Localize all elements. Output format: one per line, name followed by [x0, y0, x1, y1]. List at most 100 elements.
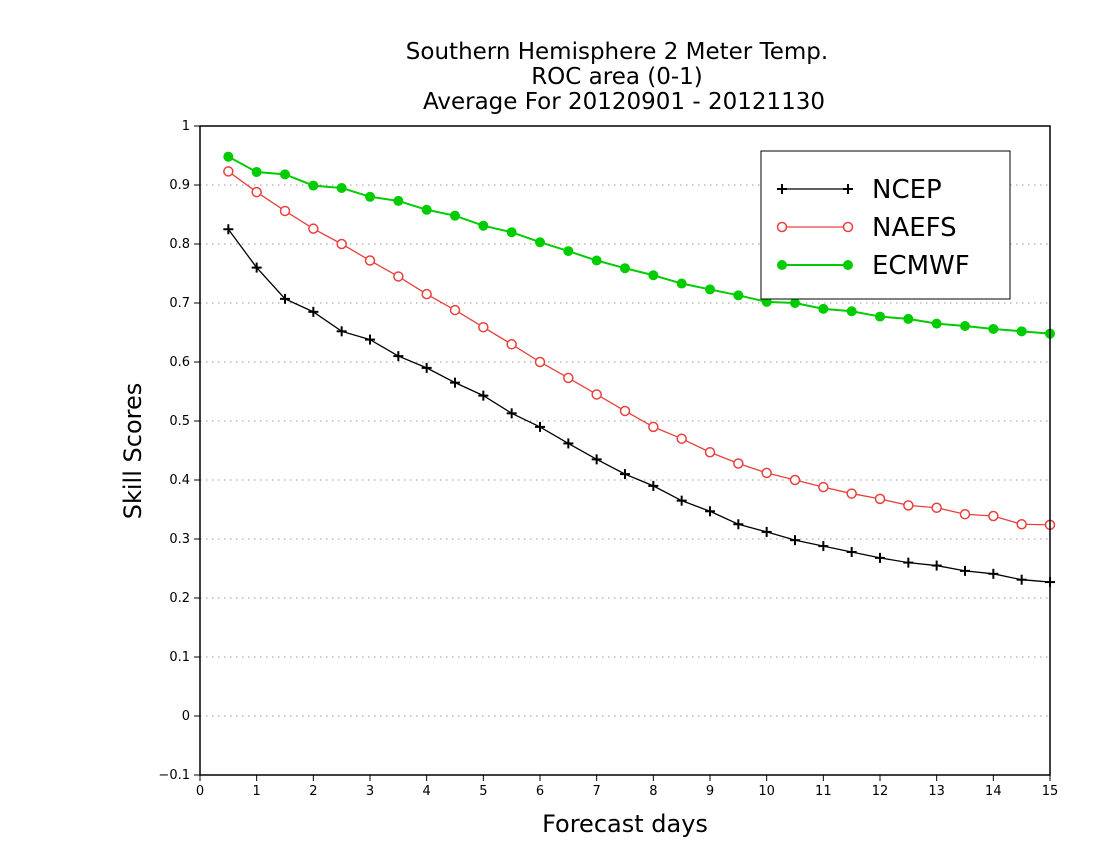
data-point-ncep — [450, 377, 460, 388]
data-point-ecmwf — [620, 263, 630, 274]
series-naefs — [223, 166, 1056, 531]
data-point-naefs — [449, 304, 461, 316]
chart-title-line-3: Average For 20120901 - 20121130 — [423, 89, 825, 115]
data-point-naefs — [591, 389, 602, 400]
x-tick-label: 13 — [928, 784, 945, 799]
data-point-ncep — [223, 224, 234, 235]
data-point-ecmwf — [733, 290, 744, 301]
x-tick-label: 3 — [366, 784, 374, 799]
data-point-naefs — [336, 238, 347, 250]
x-tick-label: 6 — [536, 784, 544, 799]
data-point-ecmwf — [223, 151, 234, 162]
legend-label-ncep: NCEP — [872, 175, 942, 205]
x-tick-label: 8 — [649, 784, 657, 799]
data-point-ncep — [365, 334, 375, 345]
chart-title-line-1: Southern Hemisphere 2 Meter Temp. — [406, 39, 828, 65]
data-point-ecmwf — [393, 195, 404, 206]
x-tick-label: 5 — [479, 784, 487, 799]
data-point-ecmwf — [988, 323, 999, 334]
data-point-ecmwf — [591, 255, 602, 266]
y-tick-label: 0.5 — [169, 414, 190, 429]
legend-marker-naefs — [842, 221, 854, 233]
data-point-naefs — [279, 205, 291, 217]
data-point-naefs — [648, 421, 659, 433]
data-point-ecmwf — [1016, 326, 1027, 337]
data-point-naefs — [676, 433, 687, 444]
data-point-naefs — [733, 458, 744, 469]
data-point-naefs — [534, 356, 546, 368]
data-point-naefs — [874, 493, 886, 505]
x-axis-label: Forecast days — [542, 810, 708, 838]
data-point-ecmwf — [790, 298, 800, 308]
data-point-naefs — [818, 481, 829, 493]
data-point-naefs — [761, 467, 772, 479]
y-tick-label: −0.1 — [158, 768, 190, 783]
x-tick-label: 7 — [593, 784, 601, 799]
data-point-ecmwf — [931, 318, 942, 329]
data-point-ecmwf — [365, 191, 375, 202]
legend-marker-ecmwf — [777, 260, 787, 270]
y-tick-label: 0.7 — [169, 296, 190, 311]
series-ecmwf — [223, 151, 1055, 339]
data-point-naefs — [223, 166, 234, 177]
plot-frame — [199, 125, 1051, 776]
data-point-naefs — [478, 321, 489, 333]
data-point-ncep — [903, 557, 914, 568]
data-point-naefs — [393, 271, 404, 282]
legend-label-naefs: NAEFS — [872, 213, 957, 243]
data-point-ecmwf — [280, 169, 290, 180]
data-point-ncep — [591, 454, 602, 465]
data-point-ecmwf — [846, 306, 857, 317]
y-tick-label: 0.3 — [169, 532, 190, 547]
data-point-naefs — [619, 405, 631, 417]
data-point-ecmwf — [308, 180, 319, 191]
x-tick-label: 11 — [815, 784, 832, 799]
data-point-ncep — [676, 495, 687, 506]
legend-marker-ncep — [777, 184, 787, 194]
chart-title: Southern Hemisphere 2 Meter Temp. ROC ar… — [406, 39, 828, 115]
data-point-ncep — [308, 306, 319, 317]
y-tick-label: 0.6 — [169, 355, 190, 370]
data-point-ncep — [620, 469, 630, 480]
legend-entry-ecmwf: ECMWF — [777, 251, 970, 281]
data-point-ecmwf — [903, 313, 914, 324]
x-tick-label: 0 — [196, 784, 204, 799]
series-layer — [223, 151, 1056, 588]
data-point-naefs — [704, 447, 716, 458]
data-point-naefs — [789, 474, 801, 486]
data-point-naefs — [931, 502, 942, 513]
x-tick-label: 4 — [423, 784, 431, 799]
legend-marker-ecmwf — [843, 260, 853, 270]
legend-entries: NCEP NAEFS ECMWF — [776, 175, 970, 281]
y-axis-label: Skill Scores — [119, 383, 147, 520]
series-ncep — [223, 224, 1055, 588]
data-point-ncep — [931, 560, 942, 571]
data-point-ecmwf — [251, 167, 262, 178]
data-point-ecmwf — [875, 311, 885, 322]
data-point-ncep — [251, 262, 262, 273]
data-point-ncep — [960, 565, 970, 576]
data-point-ecmwf — [676, 278, 687, 289]
data-point-ncep — [761, 526, 772, 537]
legend-entry-ncep: NCEP — [777, 175, 942, 205]
data-point-ecmwf — [478, 220, 489, 231]
data-point-naefs — [846, 488, 857, 499]
data-point-ncep — [535, 421, 545, 432]
data-point-ecmwf — [336, 182, 347, 193]
x-tick-label: 2 — [309, 784, 317, 799]
data-point-ncep — [705, 506, 715, 517]
data-point-naefs — [506, 339, 517, 350]
data-point-ncep — [648, 480, 659, 491]
y-tick-label: 0 — [182, 709, 190, 724]
data-point-ecmwf — [960, 321, 970, 332]
legend-marker-naefs — [776, 221, 788, 233]
data-point-naefs — [1016, 519, 1027, 530]
y-tick-label: 0.8 — [169, 237, 190, 252]
chart-title-line-2: ROC area (0-1) — [531, 64, 703, 90]
x-tick-label: 9 — [706, 784, 714, 799]
data-point-naefs — [364, 255, 376, 266]
x-tick-label: 14 — [985, 784, 1002, 799]
legend: NCEP NAEFS ECMWF — [760, 150, 1011, 300]
